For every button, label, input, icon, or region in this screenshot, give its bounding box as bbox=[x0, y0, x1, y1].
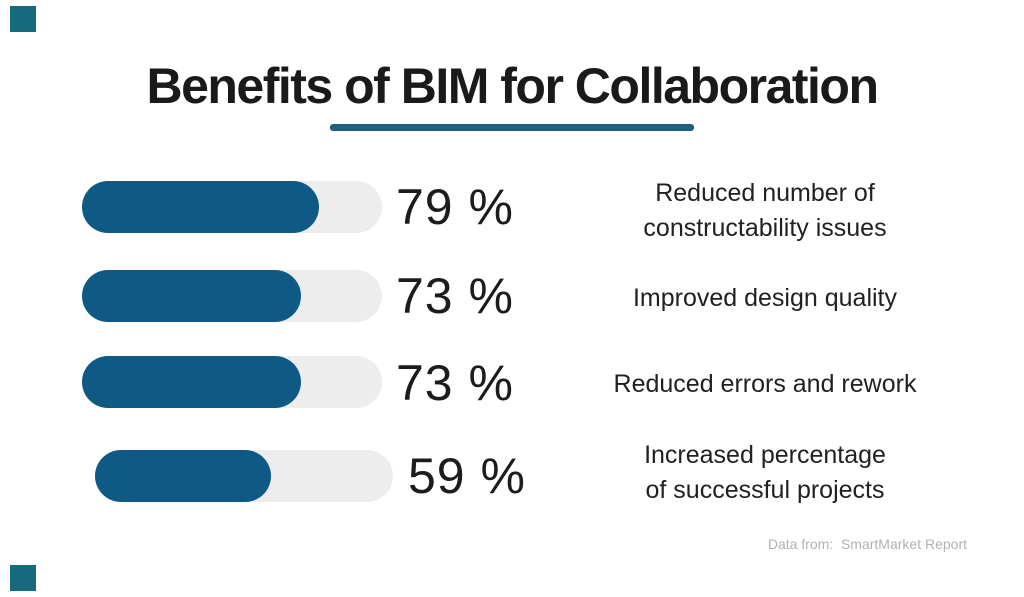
bar-fill bbox=[82, 181, 319, 233]
bar-label: Improved design quality bbox=[555, 281, 975, 316]
bar-track bbox=[82, 181, 382, 233]
bar-label-line: of successful projects bbox=[645, 476, 885, 504]
bar-track bbox=[82, 270, 382, 322]
bar-fill bbox=[95, 450, 271, 502]
bar-label-line: Reduced number of bbox=[655, 179, 875, 207]
corner-accent-square-top bbox=[10, 6, 36, 32]
percent-value: 79 % bbox=[396, 179, 514, 235]
bar-label: Reduced number of constructability issue… bbox=[555, 176, 975, 246]
data-source-note: Data from: SmartMarket Report bbox=[767, 536, 967, 552]
bar-label-line: Reduced errors and rework bbox=[613, 370, 917, 398]
bar-label: Reduced errors and rework bbox=[555, 367, 975, 402]
corner-accent-square-bottom bbox=[10, 565, 36, 591]
bar-label-line: Increased percentage bbox=[644, 441, 886, 469]
bar-label: Increased percentage of successful proje… bbox=[555, 438, 975, 508]
bar-track bbox=[95, 450, 393, 502]
chart-title: Benefits of BIM for Collaboration bbox=[146, 58, 879, 114]
bar-fill bbox=[82, 270, 301, 322]
bar-label-line: constructability issues bbox=[643, 214, 887, 242]
bar-track bbox=[82, 356, 382, 408]
percent-value: 73 % bbox=[396, 268, 514, 324]
bar-fill bbox=[82, 356, 301, 408]
title-underline bbox=[330, 124, 694, 131]
percent-value: 59 % bbox=[408, 448, 526, 504]
percent-value: 73 % bbox=[396, 355, 514, 411]
bar-label-line: Improved design quality bbox=[632, 284, 898, 312]
